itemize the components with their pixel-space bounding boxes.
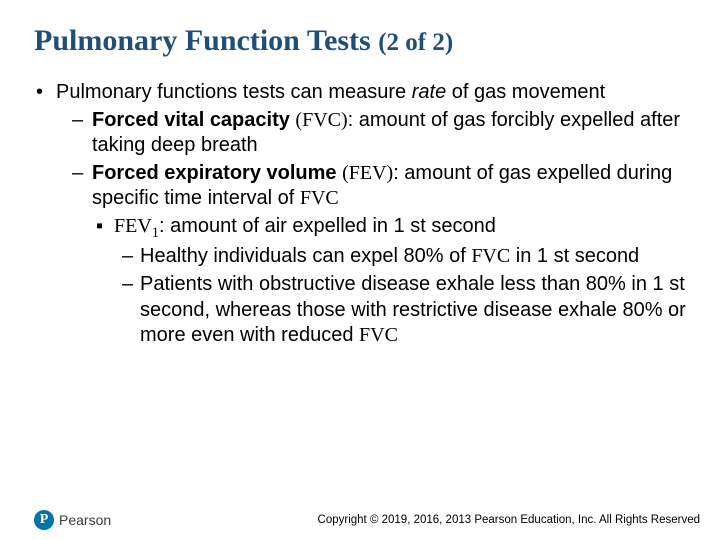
text-segment: Patients with obstructive disease exhale… <box>140 273 686 346</box>
text-roman: FVC <box>300 187 339 209</box>
dash-marker: – <box>122 272 140 349</box>
text-roman: FVC <box>359 324 398 346</box>
text-roman: FVC <box>471 245 510 267</box>
bullet-text: Patients with obstructive disease exhale… <box>140 272 686 349</box>
text-roman: (FEV) <box>342 162 393 184</box>
pearson-logo-icon <box>34 510 54 530</box>
text-segment: of gas movement <box>446 81 605 103</box>
dash-marker: – <box>72 108 92 159</box>
text-segment: Healthy individuals can expel 80% of <box>140 245 471 267</box>
square-marker: ▪ <box>96 214 114 242</box>
bullet-level3: ▪ FEV1: amount of air expelled in 1 st s… <box>34 214 686 242</box>
bullet-level4: – Healthy individuals can expel 80% of F… <box>34 244 686 270</box>
bullet-level4: – Patients with obstructive disease exha… <box>34 272 686 349</box>
text-bold: Forced expiratory volume <box>92 162 342 184</box>
text-segment: : amount of air expelled in 1 st second <box>159 215 496 237</box>
pearson-logo: Pearson <box>34 510 111 530</box>
slide-footer: Pearson Copyright © 2019, 2016, 2013 Pea… <box>34 510 700 530</box>
bullet-text: FEV1: amount of air expelled in 1 st sec… <box>114 214 686 242</box>
bullet-text: Forced vital capacity (FVC): amount of g… <box>92 108 686 159</box>
dash-marker: – <box>122 244 140 270</box>
text-subscript: 1 <box>152 225 159 241</box>
bullet-level1: • Pulmonary functions tests can measure … <box>34 80 686 106</box>
bullet-text: Pulmonary functions tests can measure ra… <box>56 80 686 106</box>
text-italic: rate <box>412 81 446 103</box>
bullet-marker: • <box>34 80 56 106</box>
bullet-level2: – Forced vital capacity (FVC): amount of… <box>34 108 686 159</box>
text-roman: FEV <box>114 215 152 237</box>
title-subpart: (2 of 2) <box>378 29 453 56</box>
bullet-text: Forced expiratory volume (FEV): amount o… <box>92 161 686 212</box>
pearson-logo-text: Pearson <box>59 512 111 528</box>
text-roman: (FVC) <box>295 109 347 131</box>
text-segment: in 1 st second <box>510 245 639 267</box>
bullet-level2: – Forced expiratory volume (FEV): amount… <box>34 161 686 212</box>
title-main: Pulmonary Function Tests <box>34 24 378 57</box>
slide-content: • Pulmonary functions tests can measure … <box>34 80 686 349</box>
slide-title: Pulmonary Function Tests (2 of 2) <box>34 24 686 58</box>
dash-marker: – <box>72 161 92 212</box>
slide-container: Pulmonary Function Tests (2 of 2) • Pulm… <box>0 0 720 349</box>
text-segment: Pulmonary functions tests can measure <box>56 81 412 103</box>
bullet-text: Healthy individuals can expel 80% of FVC… <box>140 244 686 270</box>
text-bold: Forced vital capacity <box>92 109 295 131</box>
copyright-text: Copyright © 2019, 2016, 2013 Pearson Edu… <box>318 514 700 526</box>
